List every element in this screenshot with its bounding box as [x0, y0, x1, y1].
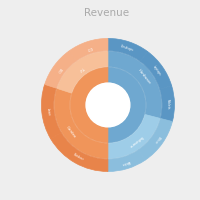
- Circle shape: [86, 83, 130, 127]
- Text: Software: Software: [128, 134, 144, 148]
- Text: LCD: LCD: [86, 45, 93, 51]
- Text: TV: TV: [78, 65, 84, 71]
- Wedge shape: [57, 51, 108, 93]
- Text: Garden: Garden: [65, 125, 77, 139]
- Wedge shape: [45, 51, 76, 88]
- Text: Lawn: Lawn: [46, 107, 51, 116]
- Text: Office: Office: [153, 135, 161, 144]
- Wedge shape: [108, 38, 148, 61]
- Text: Laptops: Laptops: [152, 64, 162, 76]
- Wedge shape: [138, 118, 172, 160]
- Wedge shape: [108, 150, 145, 171]
- Text: Revenue: Revenue: [84, 8, 130, 18]
- Text: LED: LED: [56, 66, 63, 73]
- Wedge shape: [108, 114, 160, 159]
- Text: Adobe: Adobe: [120, 159, 131, 166]
- Wedge shape: [51, 133, 108, 171]
- Text: Outdoor: Outdoor: [72, 152, 84, 162]
- Wedge shape: [70, 67, 108, 143]
- Text: Tablets: Tablets: [166, 98, 170, 109]
- Text: Desktops: Desktops: [120, 44, 134, 52]
- Wedge shape: [108, 51, 162, 118]
- Wedge shape: [108, 67, 146, 143]
- Wedge shape: [41, 84, 61, 139]
- Wedge shape: [140, 52, 172, 89]
- Text: Hardware: Hardware: [137, 68, 151, 86]
- Wedge shape: [69, 38, 108, 61]
- Wedge shape: [160, 86, 174, 122]
- Wedge shape: [54, 88, 108, 159]
